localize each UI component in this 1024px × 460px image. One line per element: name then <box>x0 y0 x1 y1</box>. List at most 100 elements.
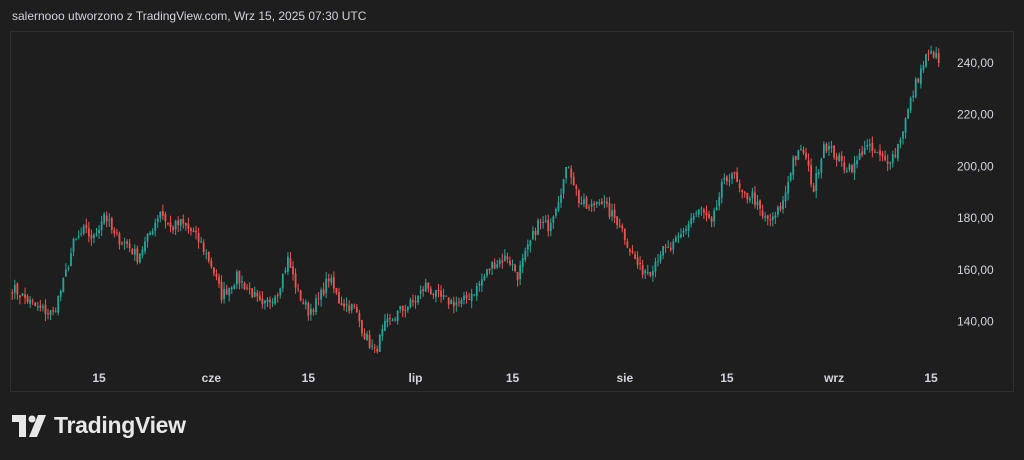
candle-body <box>669 247 672 250</box>
candle-body <box>350 304 353 311</box>
candle-body <box>636 257 639 265</box>
candle-body <box>549 222 552 232</box>
candle-body <box>26 296 29 303</box>
candle-body <box>784 192 787 202</box>
candle-body <box>470 293 473 302</box>
candle-body <box>937 53 940 64</box>
candle-body <box>322 289 325 295</box>
candle-body <box>437 289 440 292</box>
candle-body <box>552 216 555 223</box>
y-tick-label: 180,00 <box>957 211 994 225</box>
candle-body <box>478 283 481 286</box>
candle-body <box>736 172 739 183</box>
candle-body <box>580 203 583 205</box>
candle-body <box>738 183 741 189</box>
candle-body <box>677 235 680 238</box>
candle-body <box>631 250 634 253</box>
x-tick-label: 15 <box>506 371 520 385</box>
candle-body <box>338 291 340 304</box>
candle-body <box>509 260 511 265</box>
candle-body <box>207 251 210 262</box>
candle-body <box>907 109 909 119</box>
candle-body <box>90 235 93 239</box>
candle-body <box>182 218 185 224</box>
candle-body <box>577 190 580 203</box>
candle-body <box>473 294 476 296</box>
candle-body <box>544 220 547 222</box>
candle-body <box>611 210 613 217</box>
candle-body <box>662 246 664 256</box>
candle-body <box>16 283 19 295</box>
candle-body <box>363 333 366 339</box>
candle-body <box>884 156 887 161</box>
candle-body <box>412 300 414 302</box>
candle-body <box>690 218 693 224</box>
candle-body <box>511 264 514 266</box>
candle-body <box>927 53 930 55</box>
candle-body <box>110 218 113 230</box>
candle-body <box>659 254 662 262</box>
candle-body <box>851 165 853 173</box>
candle-body <box>284 270 287 273</box>
candle-body <box>718 196 721 206</box>
candle-body <box>458 301 460 303</box>
candle-body <box>386 318 389 323</box>
candle-body <box>583 199 585 205</box>
candle-body <box>703 209 705 213</box>
candle-body <box>899 139 902 144</box>
candle-body <box>414 301 417 303</box>
candle-body <box>220 281 223 301</box>
candle-body <box>825 143 828 152</box>
candle-body <box>29 299 32 305</box>
candle-body <box>52 309 55 312</box>
candle-body <box>565 167 568 179</box>
candle-body <box>172 226 174 231</box>
candle-body <box>36 306 39 308</box>
candle-body <box>914 78 917 97</box>
candle-body <box>126 241 129 244</box>
candle-body <box>917 78 920 83</box>
candle-body <box>629 249 631 252</box>
candle-body <box>419 290 422 294</box>
candles <box>11 45 940 354</box>
candle-body <box>506 256 509 260</box>
candle-body <box>294 273 297 288</box>
candle-body <box>376 348 379 352</box>
candle-body <box>218 276 220 284</box>
candle-body <box>894 155 897 157</box>
candle-body <box>297 288 300 290</box>
candle-body <box>266 299 269 303</box>
tradingview-logo[interactable]: TradingView <box>12 412 186 439</box>
candle-body <box>399 306 402 310</box>
candle-body <box>353 305 356 307</box>
candle-body <box>11 292 14 294</box>
candle-body <box>373 347 376 349</box>
candle-body <box>251 288 254 298</box>
candle-body <box>238 270 241 284</box>
candle-body <box>909 98 912 111</box>
x-tick-label: cze <box>202 371 222 385</box>
candle-body <box>210 260 213 267</box>
candle-body <box>524 250 527 260</box>
candle-body <box>34 302 37 306</box>
candle-body <box>654 261 657 272</box>
candle-body <box>845 170 848 172</box>
candle-body <box>355 306 358 313</box>
candle-body <box>59 290 62 297</box>
candle-body <box>358 312 361 322</box>
x-tick-label: lip <box>409 371 423 385</box>
candle-body <box>626 241 629 248</box>
candle-body <box>667 246 670 248</box>
candle-body <box>248 288 251 290</box>
candle-body <box>930 50 932 54</box>
candle-body <box>572 176 575 186</box>
candle-body <box>54 311 57 313</box>
candle-body <box>212 267 215 274</box>
candle-body <box>85 224 88 229</box>
candle-body <box>595 201 598 205</box>
candle-body <box>271 302 274 304</box>
candle-body <box>896 144 899 159</box>
candle-body <box>516 272 519 280</box>
candle-body <box>223 288 226 299</box>
